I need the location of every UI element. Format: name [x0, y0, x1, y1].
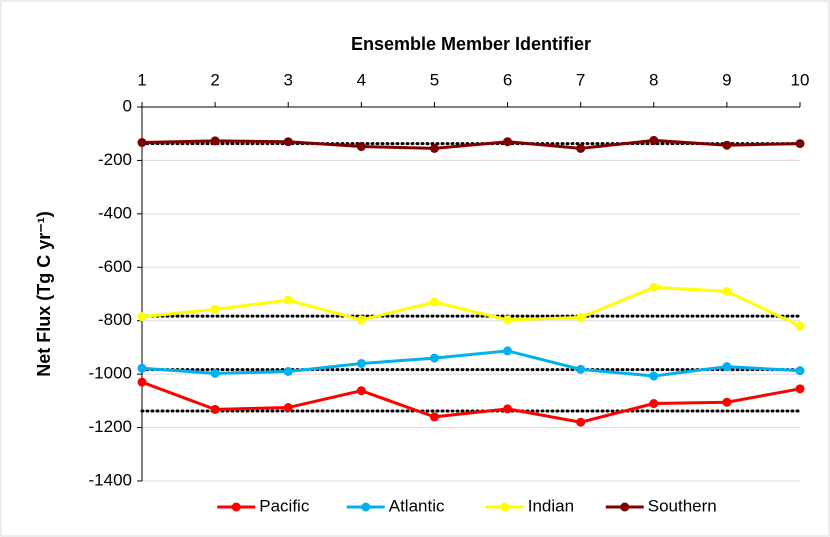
data-point — [137, 377, 147, 387]
series-line — [141, 285, 801, 328]
y-tick-label: -1400 — [89, 470, 132, 489]
data-point — [722, 140, 732, 150]
legend-marker — [231, 502, 241, 512]
x-tick-label: 3 — [283, 70, 292, 89]
data-point — [429, 412, 439, 422]
y-tick-label: 0 — [123, 96, 132, 115]
y-tick-label: -1200 — [89, 417, 132, 436]
x-tick-label: 10 — [791, 70, 810, 89]
data-point — [210, 136, 220, 146]
data-point — [210, 304, 220, 314]
data-point — [429, 353, 439, 363]
x-axis-title: Ensemble Member Identifier — [351, 34, 591, 54]
data-point — [722, 362, 732, 372]
x-tick-label: 1 — [137, 70, 146, 89]
legend-label: Atlantic — [389, 496, 445, 515]
data-point — [722, 397, 732, 407]
data-point — [795, 366, 805, 376]
data-point — [503, 404, 513, 414]
data-point — [283, 403, 293, 413]
data-point — [649, 399, 659, 409]
data-point — [795, 139, 805, 149]
data-point — [576, 417, 586, 427]
data-point — [283, 137, 293, 147]
legend-label: Indian — [528, 496, 574, 515]
data-point — [503, 315, 513, 325]
data-point — [356, 386, 366, 396]
data-point — [722, 286, 732, 296]
data-point — [356, 315, 366, 325]
series-line — [141, 138, 801, 150]
data-point — [576, 364, 586, 374]
data-point — [283, 295, 293, 305]
x-tick-label: 4 — [357, 70, 366, 89]
data-point — [795, 321, 805, 331]
data-point — [503, 137, 513, 147]
x-tick-label: 2 — [210, 70, 219, 89]
data-point — [137, 312, 147, 322]
data-point — [649, 282, 659, 292]
series-line — [141, 380, 801, 424]
data-point — [356, 358, 366, 368]
x-tick-label: 5 — [430, 70, 439, 89]
y-tick-label: -600 — [98, 257, 132, 276]
data-point — [429, 143, 439, 153]
y-tick-label: -200 — [98, 150, 132, 169]
data-point — [137, 138, 147, 148]
y-tick-label: -1000 — [89, 364, 132, 383]
legend-label: Pacific — [259, 496, 310, 515]
x-tick-label: 6 — [503, 70, 512, 89]
data-point — [210, 368, 220, 378]
y-tick-label: -400 — [98, 203, 132, 222]
x-tick-label: 8 — [649, 70, 658, 89]
data-point — [137, 363, 147, 373]
y-tick-label: -800 — [98, 310, 132, 329]
x-tick-label: 9 — [722, 70, 731, 89]
series-line — [141, 349, 801, 378]
legend-marker — [500, 502, 510, 512]
data-point — [503, 346, 513, 356]
legend-label: Southern — [648, 496, 717, 515]
data-point — [283, 366, 293, 376]
y-axis-title: Net Flux (Tg C yr⁻¹) — [34, 211, 54, 377]
data-point — [429, 297, 439, 307]
data-point — [356, 142, 366, 152]
data-point — [649, 371, 659, 381]
data-point — [576, 143, 586, 153]
legend-marker — [620, 502, 630, 512]
x-tick-label: 7 — [576, 70, 585, 89]
data-point — [649, 135, 659, 145]
data-point — [576, 313, 586, 323]
legend-marker — [361, 502, 371, 512]
data-point — [795, 384, 805, 394]
data-point — [210, 404, 220, 414]
